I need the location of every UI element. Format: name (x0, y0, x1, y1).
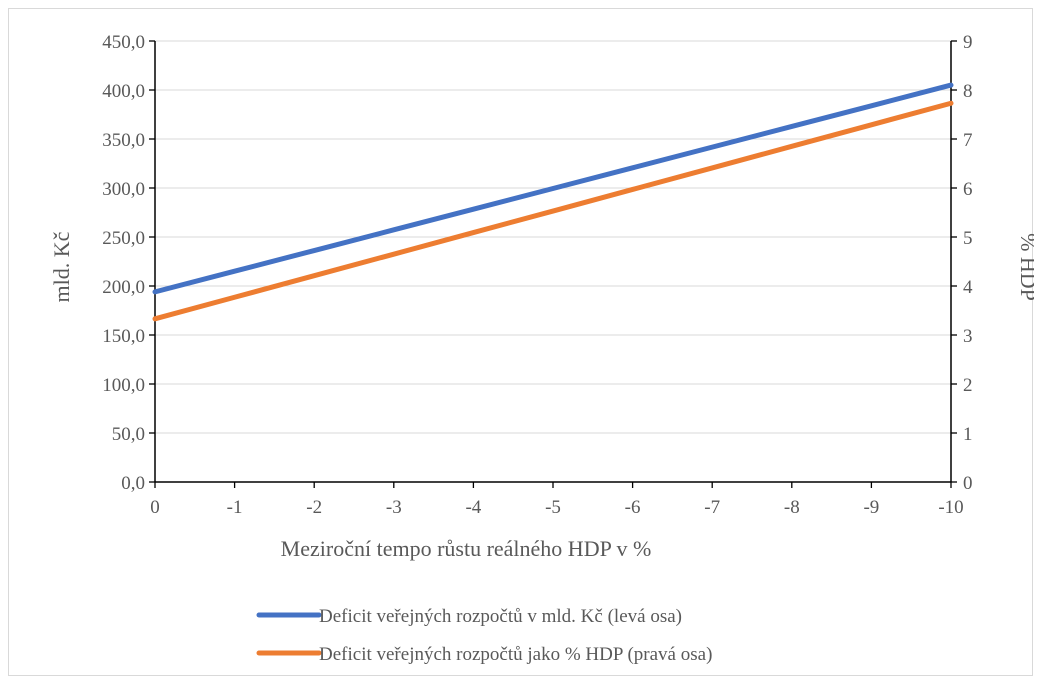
x-tick-label: -5 (545, 497, 561, 518)
y-right-tick-label: 1 (963, 424, 973, 445)
y-right-tick-label: 2 (963, 375, 973, 396)
x-tick-label: -10 (938, 497, 963, 518)
line-chart: 0,050,0100,0150,0200,0250,0300,0350,0400… (49, 32, 1041, 665)
legend-label-2: Deficit veřejných rozpočtů jako % HDP (p… (319, 644, 712, 665)
x-tick-label: -9 (863, 497, 879, 518)
y-left-tick-label: 100,0 (102, 375, 145, 396)
y-left-tick-label: 50,0 (112, 424, 145, 445)
y-left-tick-label: 450,0 (102, 32, 145, 53)
y-axis-left-label: mld. Kč (49, 231, 74, 302)
x-axis-label: Meziroční tempo růstu reálného HDP v % (281, 536, 652, 561)
x-tick-label: -2 (306, 497, 322, 518)
chart-frame: 0,0 50,0 100,0 150,0 200,0 250,0 300,0 350,0 400… (8, 8, 1041, 676)
x-tick-label: -1 (227, 497, 243, 518)
y-axis-right-label: % HDP (1016, 233, 1034, 301)
y-right-tick-label: 3 (963, 326, 973, 347)
y-right-tick-label: 4 (963, 277, 973, 298)
y-right-tick-label: 5 (963, 228, 973, 249)
y-right-tick-label: 8 (963, 81, 973, 102)
x-tick-label: -7 (704, 497, 720, 518)
x-tick-label: 0 (150, 497, 160, 518)
series-line-1 (152, 82, 954, 295)
x-tick-label: -4 (465, 497, 481, 518)
x-tick-label: -8 (784, 497, 800, 518)
y-right-tick-label: 9 (963, 32, 973, 53)
y-left-tick-label: 350,0 (102, 130, 145, 151)
y-left-tick-label: 200,0 (102, 277, 145, 298)
y-left-tick-label: 0,0 (121, 473, 145, 494)
legend-label-1: Deficit veřejných rozpočtů v mld. Kč (le… (319, 606, 682, 627)
y-left-tick-label: 250,0 (102, 228, 145, 249)
y-right-tick-label: 6 (963, 179, 973, 200)
series-line-2 (152, 100, 954, 322)
y-left-tick-label: 300,0 (102, 179, 145, 200)
x-tick-label: -6 (625, 497, 641, 518)
legend: Deficit veřejných rozpočtů v mld. Kč (le… (256, 606, 712, 665)
y-left-tick-label: 400,0 (102, 81, 145, 102)
y-right-tick-label: 7 (963, 130, 973, 151)
x-tick-label: -3 (386, 497, 402, 518)
y-left-tick-label: 150,0 (102, 326, 145, 347)
y-right-tick-label: 0 (963, 473, 973, 494)
